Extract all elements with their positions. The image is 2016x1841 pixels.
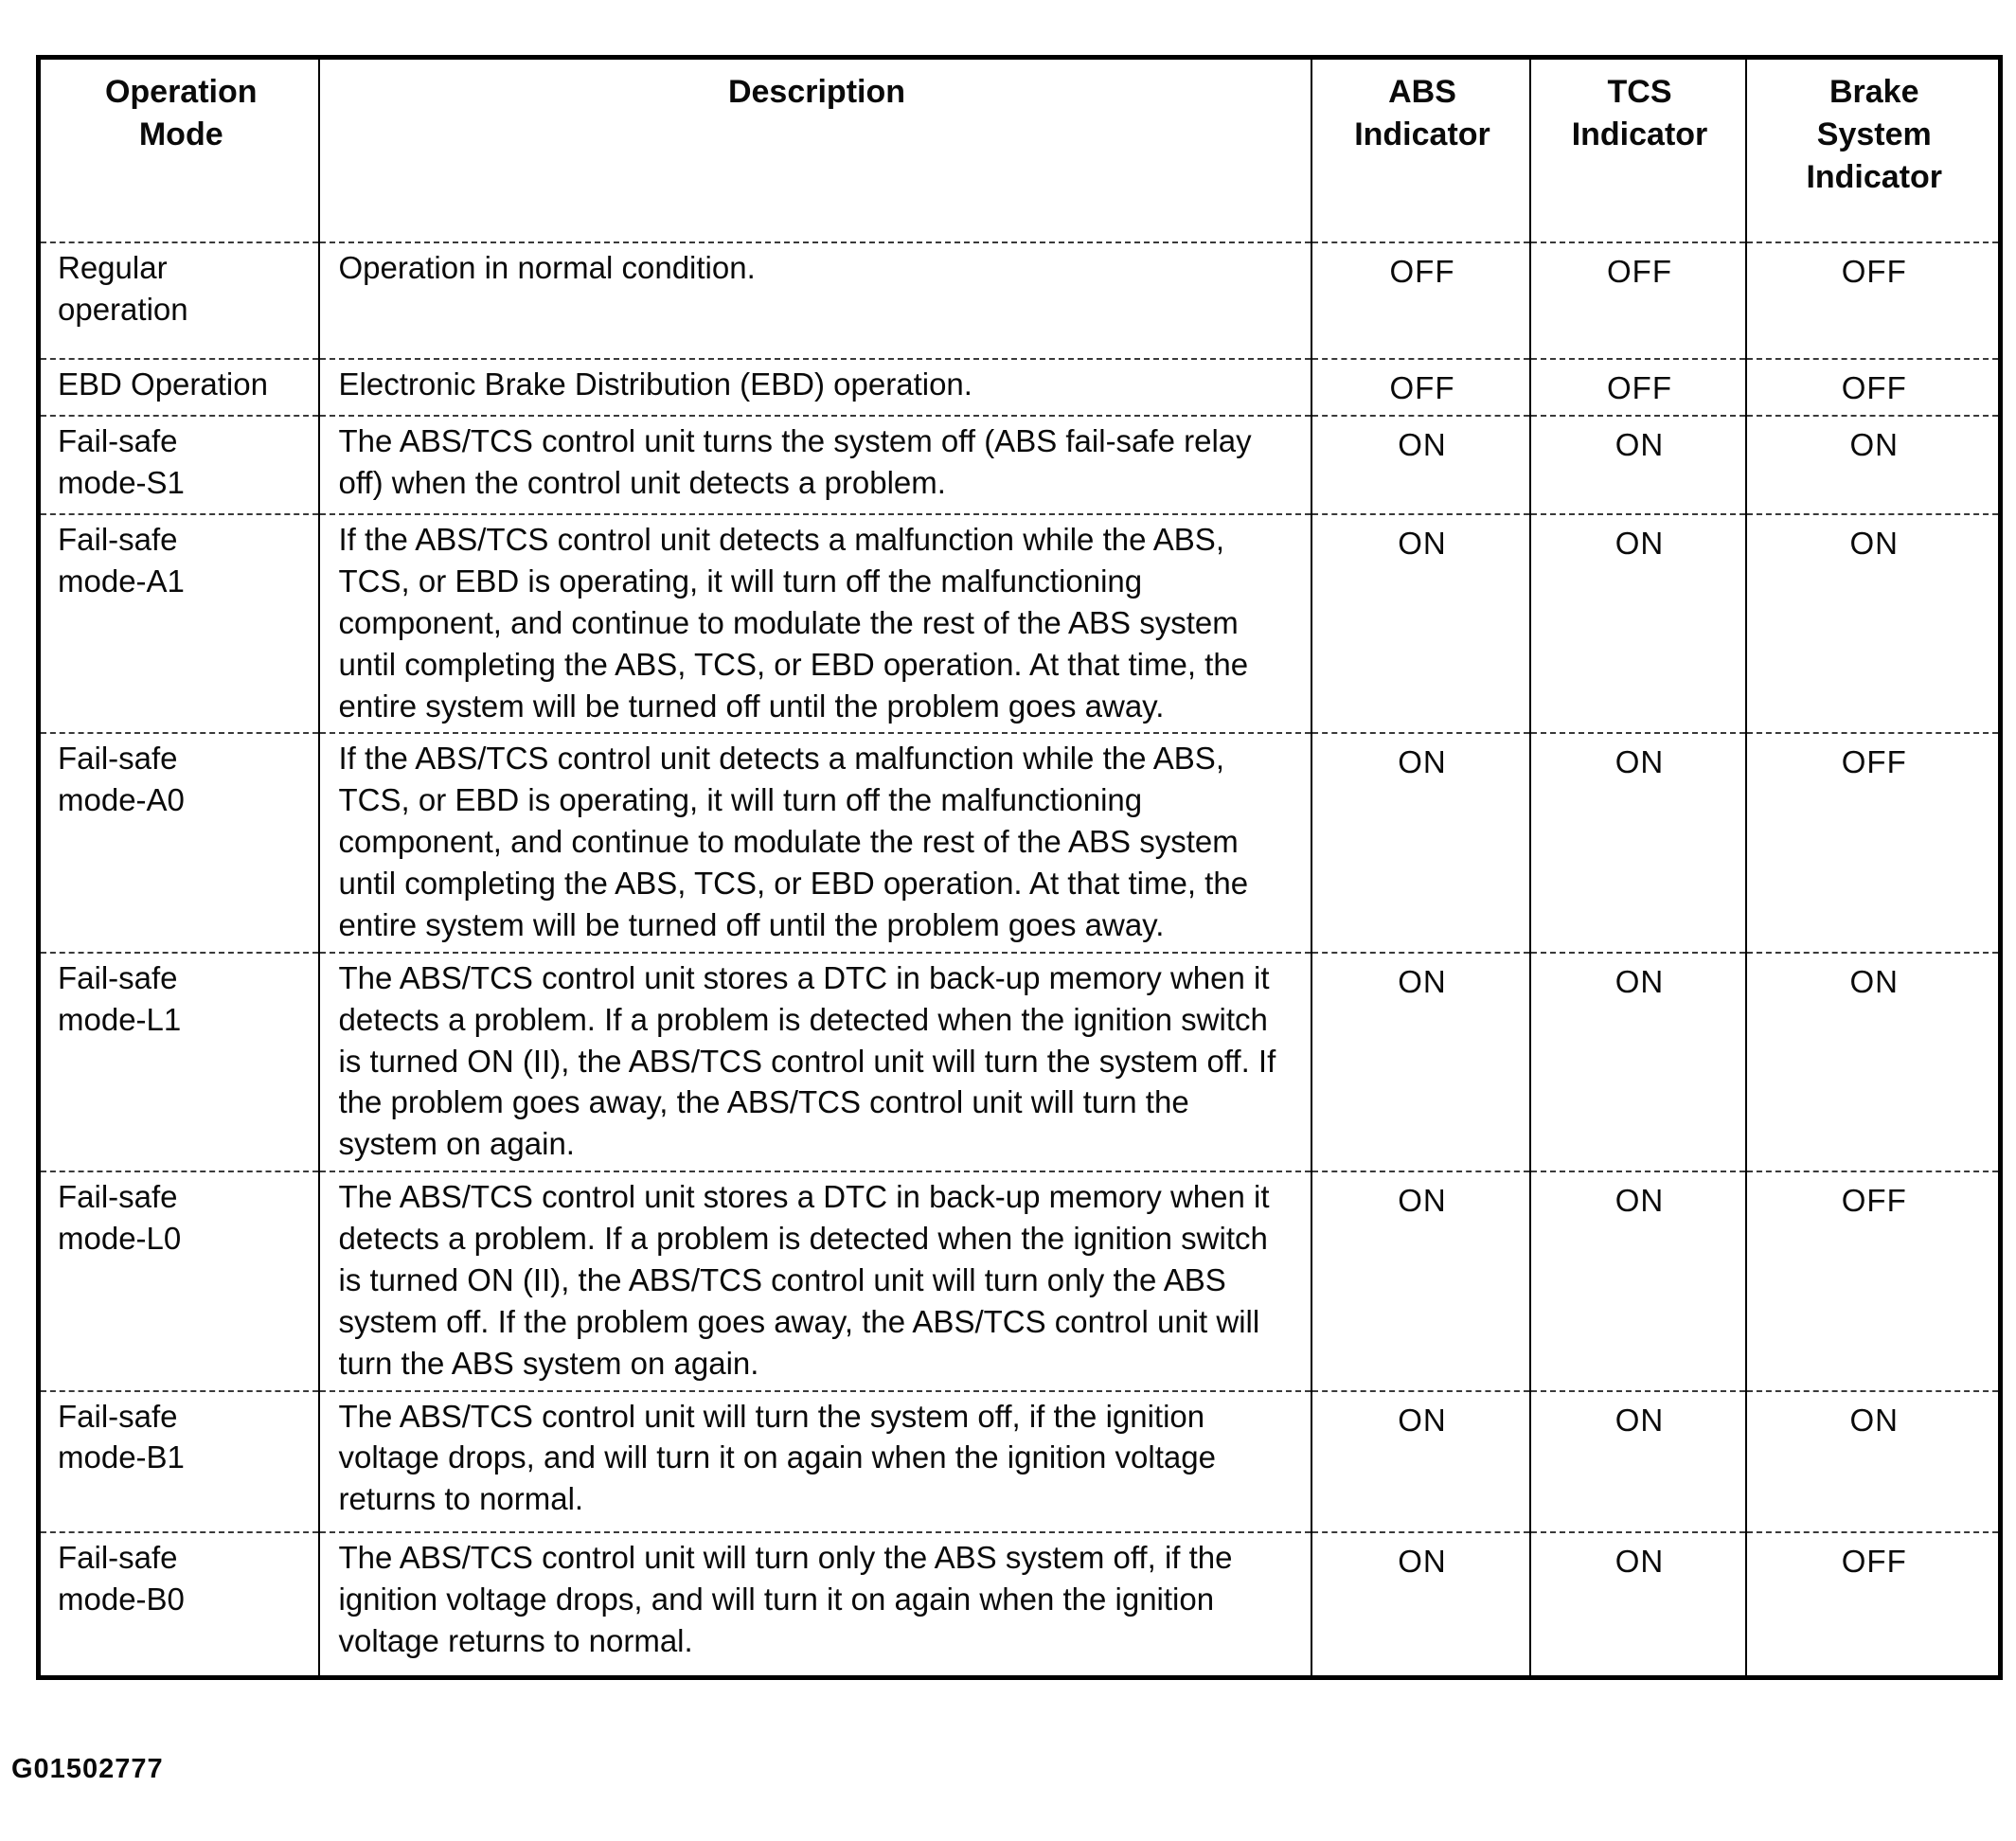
header-brake-system-indicator: Brake System Indicator <box>1744 57 2001 242</box>
abs-indicator-cell: ON <box>1310 1171 1530 1391</box>
tcs-indicator-cell: ON <box>1528 732 1746 953</box>
table-row: Fail-safe mode-A1 If the ABS/TCS control… <box>38 513 2001 734</box>
description-cell: The ABS/TCS control unit stores a DTC in… <box>317 1171 1311 1391</box>
description-cell: Operation in normal condition. <box>317 241 1311 360</box>
tcs-indicator-cell: ON <box>1528 1389 1746 1533</box>
tcs-indicator-cell: ON <box>1528 1171 1746 1391</box>
brake-system-indicator-cell: ON <box>1744 513 2001 734</box>
description-cell: The ABS/TCS control unit turns the syste… <box>317 415 1311 515</box>
abs-tcs-operation-mode-table: Operation Mode Description ABS Indicator… <box>36 55 2003 1680</box>
table-row: EBD Operation Electronic Brake Distribut… <box>38 358 2001 417</box>
brake-system-indicator-cell: OFF <box>1744 358 2001 417</box>
brake-system-indicator-cell: OFF <box>1744 1531 2001 1678</box>
table-row: Fail-safe mode-L0 The ABS/TCS control un… <box>38 1171 2001 1391</box>
brake-system-indicator-cell: ON <box>1744 415 2001 515</box>
tcs-indicator-cell: OFF <box>1528 241 1746 360</box>
tcs-indicator-cell: OFF <box>1528 358 1746 417</box>
header-abs-indicator: ABS Indicator <box>1310 57 1530 242</box>
tcs-indicator-cell: ON <box>1528 1531 1746 1678</box>
operation-mode-cell: Fail-safe mode-B1 <box>38 1389 319 1533</box>
operation-mode-cell: Fail-safe mode-L1 <box>38 951 319 1172</box>
operation-mode-cell: Fail-safe mode-A1 <box>38 513 319 734</box>
operation-mode-cell: Fail-safe mode-S1 <box>38 415 319 515</box>
abs-indicator-cell: ON <box>1310 1531 1530 1678</box>
brake-system-indicator-cell: OFF <box>1744 1171 2001 1391</box>
abs-indicator-cell: ON <box>1310 951 1530 1172</box>
brake-system-indicator-cell: ON <box>1744 1389 2001 1533</box>
header-row: Operation Mode Description ABS Indicator… <box>39 57 2001 242</box>
abs-indicator-cell: ON <box>1310 513 1530 734</box>
header-tcs-indicator: TCS Indicator <box>1528 57 1746 242</box>
table-row: Fail-safe mode-S1 The ABS/TCS control un… <box>38 415 2001 515</box>
operation-mode-cell: EBD Operation <box>38 358 319 417</box>
abs-indicator-cell: ON <box>1310 1389 1530 1533</box>
description-cell: If the ABS/TCS control unit detects a ma… <box>317 732 1311 953</box>
abs-indicator-cell: ON <box>1310 732 1530 953</box>
table-row: Fail-safe mode-A0 If the ABS/TCS control… <box>38 732 2001 953</box>
abs-indicator-cell: OFF <box>1310 358 1530 417</box>
description-cell: If the ABS/TCS control unit detects a ma… <box>317 513 1311 734</box>
abs-indicator-cell: OFF <box>1310 241 1530 360</box>
tcs-indicator-cell: ON <box>1528 951 1746 1172</box>
description-cell: Electronic Brake Distribution (EBD) oper… <box>317 358 1311 417</box>
description-cell: The ABS/TCS control unit stores a DTC in… <box>317 951 1311 1172</box>
table-row: Regular operation Operation in normal co… <box>38 241 2001 360</box>
brake-system-indicator-cell: OFF <box>1744 241 2001 360</box>
table-row: Fail-safe mode-L1 The ABS/TCS control un… <box>38 951 2001 1172</box>
header-operation-mode: Operation Mode <box>104 74 258 153</box>
abs-indicator-cell: ON <box>1310 415 1530 515</box>
operation-mode-cell: Regular operation <box>38 241 319 360</box>
tcs-indicator-cell: ON <box>1528 513 1746 734</box>
brake-system-indicator-cell: OFF <box>1744 732 2001 953</box>
description-cell: The ABS/TCS control unit will turn the s… <box>317 1389 1311 1533</box>
tcs-indicator-cell: ON <box>1528 415 1746 515</box>
description-cell: The ABS/TCS control unit will turn only … <box>317 1531 1311 1678</box>
table-row: Fail-safe mode-B0 The ABS/TCS control un… <box>38 1531 2001 1678</box>
operation-mode-cell: Fail-safe mode-L0 <box>38 1171 319 1391</box>
operation-mode-cell: Fail-safe mode-A0 <box>38 732 319 953</box>
brake-system-indicator-cell: ON <box>1744 951 2001 1172</box>
table-row: Fail-safe mode-B1 The ABS/TCS control un… <box>38 1389 2001 1533</box>
operation-mode-cell: Fail-safe mode-B0 <box>38 1531 319 1678</box>
header-description: Description <box>317 57 1311 242</box>
figure-id-label: G01502777 <box>11 1754 164 1784</box>
